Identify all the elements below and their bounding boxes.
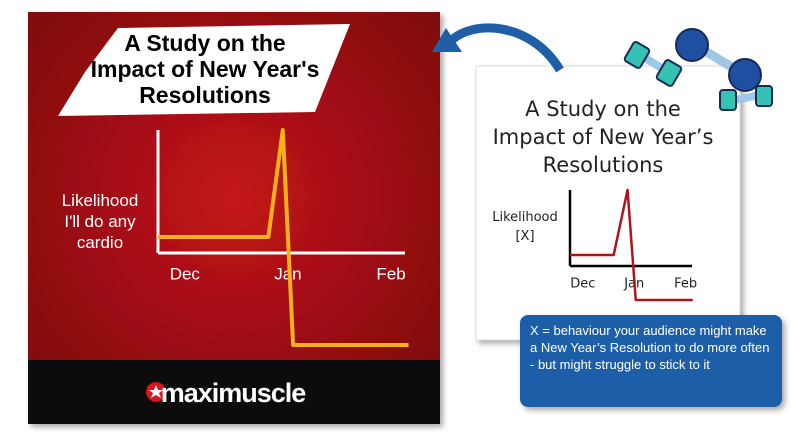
x-tick-label: Dec (570, 277, 595, 292)
data-line (158, 128, 409, 347)
title-banner (58, 24, 350, 116)
arrow-head (432, 28, 462, 52)
x-tick-label: Feb (376, 264, 405, 283)
callout-box (520, 315, 782, 407)
logo-star (149, 385, 163, 398)
callout-text: X = behaviour your audience might make a… (530, 323, 770, 372)
y-axis-label: Likelihood [X] (492, 210, 558, 244)
chart-title: A Study on the Impact of New Year’s Reso… (492, 97, 714, 177)
x-tick-label: Feb (674, 277, 697, 292)
arrow (446, 23, 564, 73)
right-card (475, 65, 741, 341)
logo-bar (28, 360, 440, 424)
logo-text: maximuscle (160, 378, 307, 408)
data-line (570, 188, 693, 302)
x-tick-label: Dec (170, 264, 201, 283)
chart-title: A Study on the Impact of New Year's Reso… (90, 30, 320, 108)
dumbbells (623, 28, 773, 111)
y-axis-label: Likelihood I'll do any cardio (61, 191, 139, 252)
